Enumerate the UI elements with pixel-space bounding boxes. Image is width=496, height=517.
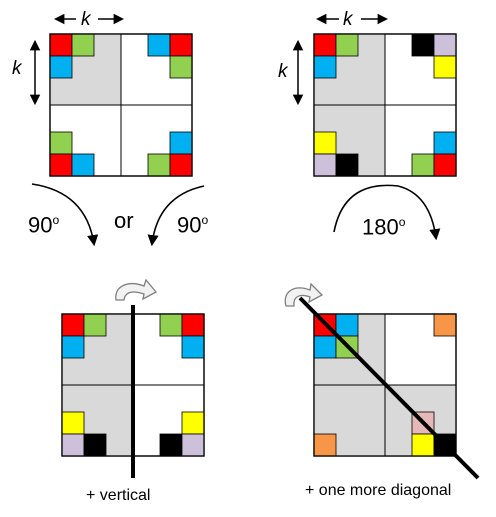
color-cell-green (169, 55, 193, 79)
color-cell-black (335, 153, 359, 177)
color-cell-blue (71, 153, 95, 177)
color-cell-blue (313, 335, 337, 359)
rotation-arrow-90-counterclockwise (147, 185, 205, 247)
rotation-180-label: 180o (362, 214, 406, 240)
color-cell-black (83, 433, 107, 457)
rotation-90-right-label: 90o (177, 212, 209, 238)
panel-vertical-reflection (61, 305, 205, 478)
panel-outline (313, 33, 457, 177)
color-cell-orange (433, 313, 457, 337)
rotation-arrow-180 (333, 184, 441, 241)
color-cell-black (159, 433, 183, 457)
color-cell-green (49, 131, 73, 155)
or-label: or (114, 208, 134, 233)
color-cell-blue (61, 335, 85, 359)
color-cell-green (147, 153, 171, 177)
panel-outline (49, 33, 193, 177)
color-cell-black (411, 33, 435, 57)
color-cell-green (335, 33, 359, 57)
color-cell-lavender (313, 153, 337, 177)
color-cell-green (159, 313, 183, 337)
degree-mark: o (201, 213, 209, 227)
k-label-top-left: k (81, 9, 91, 30)
panel-90-symmetry (49, 33, 193, 177)
color-cell-yellow (411, 433, 435, 457)
degree-mark: o (52, 213, 60, 227)
color-cell-blue (169, 131, 193, 155)
color-cell-lavender (181, 433, 205, 457)
k-label-side-left: k (12, 58, 22, 79)
diagonal-caption: + one more diagonal (305, 482, 452, 499)
color-cell-red (169, 153, 193, 177)
color-cell-yellow (61, 411, 85, 435)
color-cell-blue (181, 335, 205, 359)
color-cell-red (49, 153, 73, 177)
vertical-caption: + vertical (86, 487, 151, 504)
color-cell-yellow (181, 411, 205, 435)
color-cell-red (169, 33, 193, 57)
color-cell-red (49, 33, 73, 57)
color-cell-green (411, 153, 435, 177)
color-cell-blue (335, 313, 359, 337)
flip-arrow-diagonal (284, 282, 324, 307)
color-cell-lavender (433, 33, 457, 57)
panel-diagonal-reflection (298, 296, 480, 480)
color-cell-yellow (433, 55, 457, 79)
color-cell-red (61, 313, 85, 337)
color-cell-blue (313, 55, 337, 79)
panel-180-symmetry (313, 33, 457, 177)
k-label-side-right: k (278, 61, 288, 82)
color-cell-red (313, 33, 337, 57)
flip-arrow-vertical (115, 278, 158, 301)
color-cell-orange (313, 433, 337, 457)
color-cell-green (71, 33, 95, 57)
color-cell-lavender (61, 433, 85, 457)
diagonal-reflection-axis (298, 296, 480, 480)
color-cell-blue (433, 131, 457, 155)
k-label-top-right: k (343, 9, 353, 30)
color-cell-red (181, 313, 205, 337)
color-cell-yellow (313, 131, 337, 155)
color-cell-blue (49, 55, 73, 79)
rotation-arrow-90-clockwise (31, 183, 99, 247)
color-cell-blue (147, 33, 171, 57)
rotation-90-left-label: 90o (28, 212, 60, 238)
color-cell-green (83, 313, 107, 337)
panel-outline (313, 313, 457, 457)
degree-mark: o (398, 215, 406, 229)
color-cell-red (433, 153, 457, 177)
